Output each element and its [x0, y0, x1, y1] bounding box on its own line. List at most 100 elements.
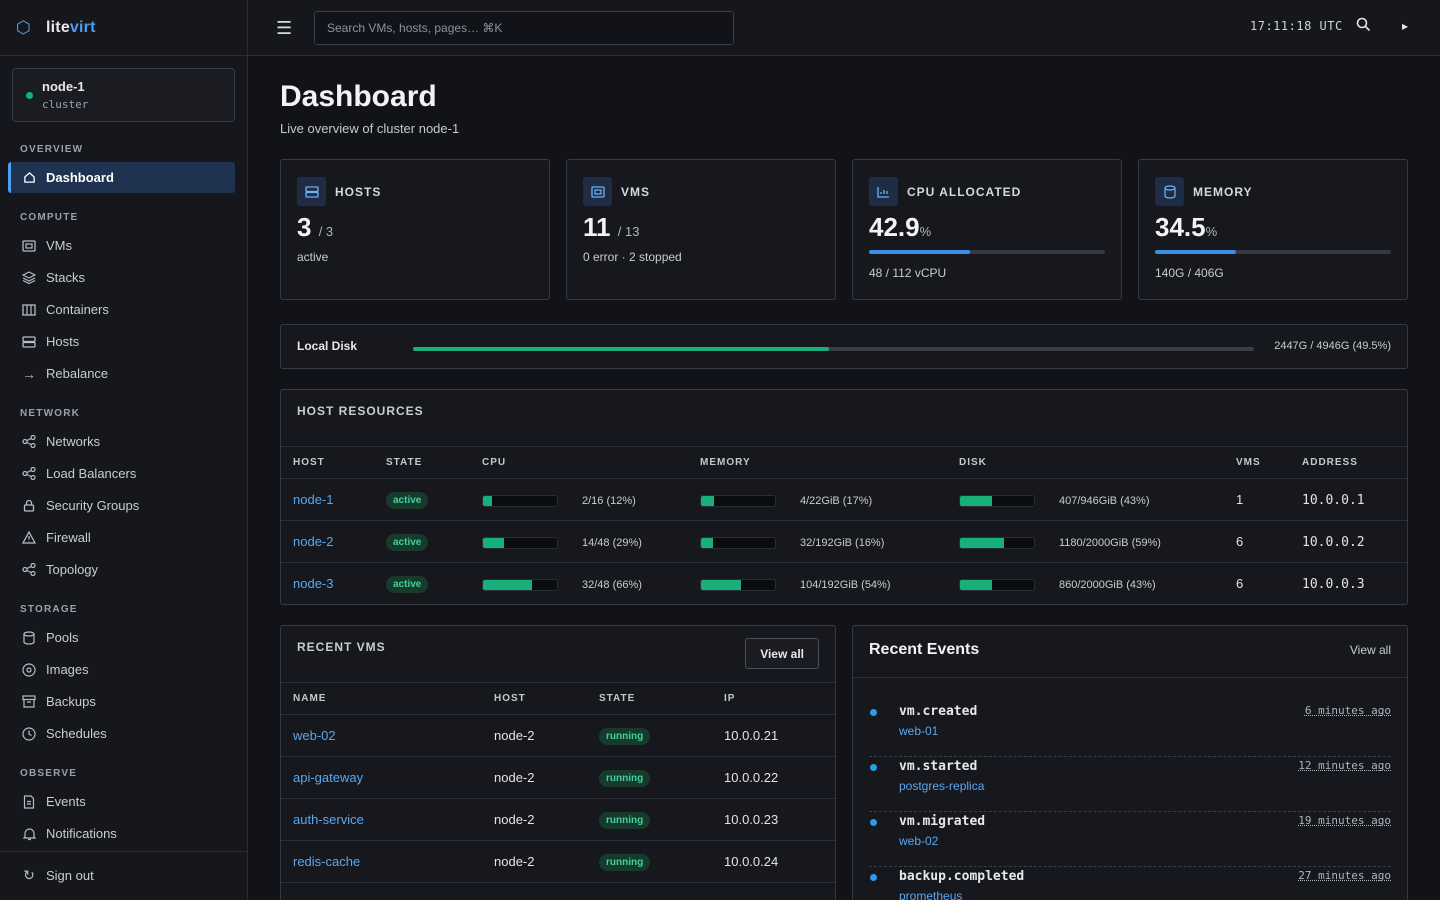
memory-progress-bar — [1155, 250, 1391, 254]
sign-out-button[interactable]: ↻ Sign out — [8, 860, 235, 891]
table-row[interactable]: redis-cache node-2 running 10.0.0.24 — [281, 840, 835, 883]
table-row[interactable]: auth-service node-2 running 10.0.0.23 — [281, 798, 835, 841]
archive-icon — [20, 695, 38, 708]
col-disk[interactable]: DISK — [947, 446, 1224, 479]
host-link[interactable]: node-2 — [293, 534, 334, 549]
vm-link[interactable]: api-gateway — [293, 770, 364, 785]
event-target-link[interactable]: web-01 — [899, 724, 939, 738]
page-title: Dashboard — [280, 80, 437, 113]
sidebar-item-backups[interactable]: Backups — [8, 686, 235, 717]
brand[interactable]: ⬡ litevirt — [0, 0, 247, 56]
host-link[interactable]: node-3 — [293, 576, 334, 591]
memory-meter — [700, 494, 776, 507]
event-name: vm.created — [899, 704, 978, 719]
document-icon — [20, 794, 38, 809]
event-dot — [870, 819, 877, 826]
sidebar-item-stacks[interactable]: Stacks — [8, 262, 235, 293]
vm-link[interactable]: auth-service — [293, 812, 364, 827]
event-dot — [870, 874, 877, 881]
sidebar-item-containers[interactable]: Containers — [8, 294, 235, 325]
search-input[interactable]: Search VMs, hosts, pages… ⌘K — [314, 11, 734, 45]
server-icon — [20, 335, 38, 348]
memory-meter-fill — [701, 495, 714, 506]
vm-link[interactable]: redis-cache — [293, 854, 361, 869]
stat-card-cpu[interactable]: CPU ALLOCATED 42.9% 48 / 112 vCPU — [852, 159, 1122, 300]
sidebar-item-dashboard[interactable]: Dashboard — [8, 162, 235, 193]
sidebar-item-security-groups[interactable]: Security Groups — [8, 490, 235, 521]
cpu-meter-fill — [483, 495, 492, 506]
refresh-icon: ↻ — [23, 867, 35, 883]
status-badge: running — [599, 853, 651, 871]
stat-card-hosts[interactable]: HOSTS 3 / 3 active — [280, 159, 550, 300]
col-ip[interactable]: IP — [712, 682, 835, 715]
status-badge: running — [599, 727, 651, 745]
table-row[interactable]: node-1 active 2/16 (12%) 4/22GiB (17%) 407/9… — [281, 478, 1407, 521]
event-dot — [870, 709, 877, 716]
sidebar-item-firewall[interactable]: Firewall — [8, 522, 235, 553]
event-target-link[interactable]: postgres-replica — [899, 779, 985, 793]
col-state[interactable]: STATE — [374, 446, 470, 479]
search-icon[interactable] — [1356, 17, 1371, 36]
sidebar-item-schedules[interactable]: Schedules — [8, 718, 235, 749]
sidebar-item-networks[interactable]: Networks — [8, 426, 235, 457]
view-all-vms-button[interactable]: View all — [745, 638, 819, 669]
table-row[interactable]: node-2 active 14/48 (29%) 32/192GiB (16%) 11… — [281, 520, 1407, 563]
col-host[interactable]: HOST — [482, 682, 587, 715]
event-item[interactable]: backup.completed prometheus 27 minutes ago — [869, 867, 1391, 900]
lock-icon — [20, 499, 38, 512]
table-row[interactable]: api-gateway node-2 running 10.0.0.22 — [281, 756, 835, 799]
col-host[interactable]: HOST — [281, 446, 374, 479]
col-cpu[interactable]: CPU — [470, 446, 688, 479]
cpu-usage: 2/16 (12%) — [582, 495, 636, 507]
col-vms[interactable]: VMS — [1224, 446, 1290, 479]
stat-value: 3 / 3 — [297, 212, 334, 242]
recent-vms-table: NAME HOST STATE IP web-02 node-2 running 10… — [281, 682, 835, 883]
stat-desc: 140G / 406G — [1155, 266, 1224, 280]
sidebar-item-topology[interactable]: Topology — [8, 554, 235, 585]
vm-host: node-2 — [494, 854, 535, 869]
database-icon — [1155, 177, 1184, 206]
col-name[interactable]: NAME — [281, 682, 482, 715]
view-all-events-link[interactable]: View all — [1349, 643, 1391, 657]
cpu-meter — [482, 494, 558, 507]
table-row[interactable]: node-3 active 32/48 (66%) 104/192GiB (54%) 8… — [281, 562, 1407, 604]
col-memory[interactable]: MEMORY — [688, 446, 947, 479]
event-target-link[interactable]: web-02 — [899, 834, 939, 848]
vm-link[interactable]: web-02 — [293, 728, 336, 743]
cpu-meter — [482, 536, 558, 549]
cluster-status-dot — [26, 92, 33, 99]
sidebar-item-pools[interactable]: Pools — [8, 622, 235, 653]
sidebar-item-rebalance[interactable]: → Rebalance — [8, 358, 235, 389]
host-resources-panel: HOST RESOURCES HOST STATE CPU MEMORY DIS… — [280, 389, 1408, 605]
host-link[interactable]: node-1 — [293, 492, 334, 507]
status-badge: active — [386, 575, 429, 593]
col-address[interactable]: ADDRESS — [1290, 446, 1407, 479]
sidebar-item-label: Load Balancers — [46, 466, 137, 481]
sidebar-item-notifications[interactable]: Notifications — [8, 818, 235, 849]
cluster-selector[interactable]: node-1 cluster — [12, 68, 235, 122]
vm-host: node-2 — [494, 812, 535, 827]
sidebar-item-load-balancers[interactable]: Load Balancers — [8, 458, 235, 489]
stat-card-memory[interactable]: MEMORY 34.5% 140G / 406G — [1138, 159, 1408, 300]
event-item[interactable]: vm.created web-01 6 minutes ago — [869, 702, 1391, 757]
table-row[interactable]: web-02 node-2 running 10.0.0.21 — [281, 714, 835, 757]
col-state[interactable]: STATE — [587, 682, 712, 715]
sidebar-item-vms[interactable]: VMs — [8, 230, 235, 261]
sidebar-item-label: Dashboard — [46, 170, 114, 185]
stat-card-vms[interactable]: VMS 11 / 13 0 error · 2 stopped — [566, 159, 836, 300]
cpu-usage: 14/48 (29%) — [582, 537, 642, 549]
event-item[interactable]: vm.migrated web-02 19 minutes ago — [869, 812, 1391, 867]
event-target-link[interactable]: prometheus — [899, 889, 963, 900]
sidebar-item-label: Hosts — [46, 334, 80, 349]
sidebar-item-hosts[interactable]: Hosts — [8, 326, 235, 357]
menu-icon[interactable]: ☰ — [276, 18, 293, 38]
sidebar-item-images[interactable]: Images — [8, 654, 235, 685]
arrow-right-icon: → — [22, 365, 36, 382]
disk-label: Local Disk — [297, 339, 358, 353]
event-item[interactable]: vm.started postgres-replica 12 minutes ago — [869, 757, 1391, 812]
sidebar-item-events[interactable]: Events — [8, 786, 235, 817]
chevron-right-icon[interactable]: ▸ — [1402, 19, 1409, 33]
vm-icon — [20, 239, 38, 252]
cluster-type: cluster — [42, 98, 89, 111]
disk-usage: 860/2000GiB (43%) — [1059, 579, 1156, 591]
